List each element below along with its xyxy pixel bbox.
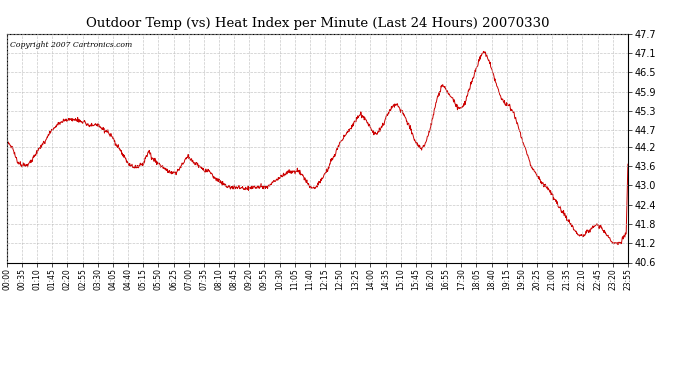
Text: Copyright 2007 Cartronics.com: Copyright 2007 Cartronics.com	[10, 40, 132, 49]
Title: Outdoor Temp (vs) Heat Index per Minute (Last 24 Hours) 20070330: Outdoor Temp (vs) Heat Index per Minute …	[86, 17, 549, 30]
